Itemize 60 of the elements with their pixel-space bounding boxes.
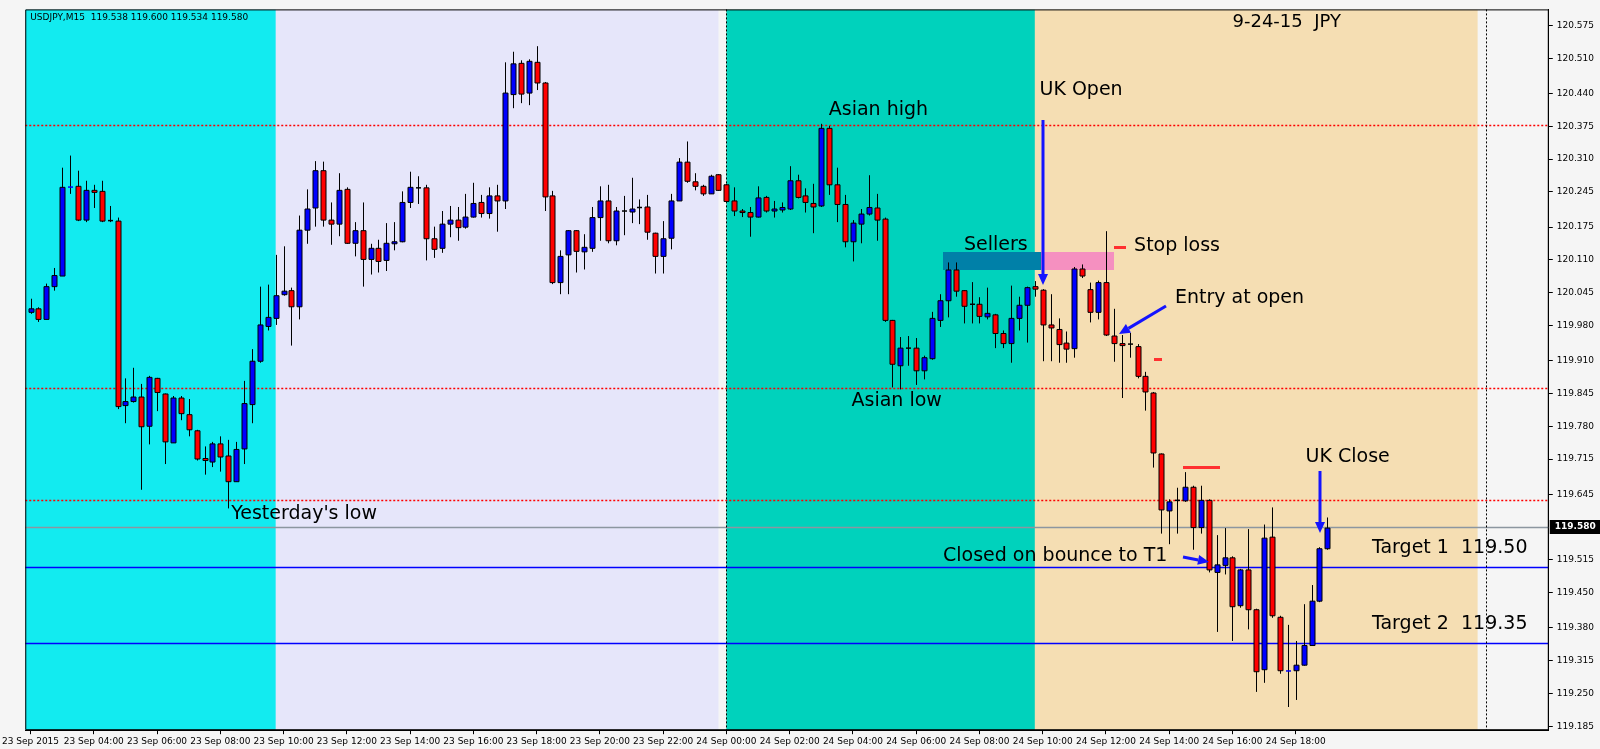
y-tick-label: 120.510 (1556, 52, 1595, 63)
y-tick-label: 120.440 (1556, 87, 1595, 98)
y-tick-label: 120.375 (1556, 120, 1594, 131)
annotation: Closed on bounce to T1 (943, 542, 1168, 565)
x-tick-label: 24 Sep 18:00 (1265, 735, 1327, 746)
y-tick-label: 119.780 (1556, 420, 1595, 431)
x-tick-label: 24 Sep 04:00 (822, 735, 884, 746)
y-tick-label: 120.575 (1556, 19, 1594, 30)
x-tick-label: 23 Sep 14:00 (380, 735, 441, 746)
x-tick-label: 24 Sep 02:00 (759, 735, 820, 746)
y-tick-label: 119.185 (1556, 720, 1594, 731)
x-tick-label: 23 Sep 06:00 (127, 735, 188, 746)
x-tick-label: 24 Sep 06:00 (886, 735, 947, 746)
y-tick-label: 119.380 (1556, 622, 1595, 633)
x-tick-label: 23 Sep 18:00 (506, 735, 567, 746)
y-tick-label: 119.250 (1556, 687, 1595, 698)
candlestick (621, 195, 628, 236)
y-tick-label: 119.715 (1556, 453, 1594, 464)
x-tick-label: 23 Sep 10:00 (253, 735, 314, 746)
annotation: Sellers (963, 232, 1028, 255)
ref-line-label: 119.580 (1554, 521, 1596, 532)
chart-title: 9-24-15 JPY (1232, 10, 1342, 32)
y-tick-label: 120.175 (1556, 221, 1594, 232)
annotation: Stop loss (1134, 233, 1221, 256)
y-tick-label: 119.515 (1556, 554, 1594, 565)
y-tick-label: 119.450 (1556, 586, 1595, 597)
x-tick-label: 24 Sep 08:00 (949, 735, 1010, 746)
annotation: Target 1 119.50 (1371, 535, 1528, 558)
annotation: Target 2 119.35 (1371, 611, 1528, 634)
y-tick-label: 119.645 (1556, 488, 1594, 499)
y-tick-label: 119.980 (1556, 319, 1595, 330)
annotation: Entry at open (1174, 285, 1305, 308)
y-tick-label: 119.315 (1556, 654, 1594, 665)
x-tick-label: 23 Sep 2015 (2, 735, 60, 746)
y-tick-label: 119.910 (1556, 355, 1595, 366)
x-tick-label: 23 Sep 12:00 (316, 735, 378, 746)
candlestick (415, 175, 422, 205)
x-tick-label: 24 Sep 16:00 (1202, 735, 1263, 746)
x-tick-label: 24 Sep 10:00 (1012, 735, 1074, 746)
x-tick-label: 24 Sep 14:00 (1139, 735, 1200, 746)
x-tick-label: 24 Sep 12:00 (1075, 735, 1137, 746)
y-tick-label: 120.045 (1556, 287, 1594, 298)
y-tick-label: 120.110 (1556, 254, 1595, 265)
y-tick-label: 120.310 (1556, 153, 1595, 164)
x-tick-label: 23 Sep 08:00 (190, 735, 251, 746)
x-tick-label: 24 Sep 00:00 (696, 735, 757, 746)
candlestick (905, 335, 912, 367)
annotation: Asian high (828, 97, 929, 120)
annotation: Asian low (851, 387, 942, 410)
chart-subtitle: USDJPY,M15 119.538 119.600 119.534 119.580 (30, 11, 249, 22)
x-tick-label: 23 Sep 16:00 (443, 735, 504, 746)
annotation: UK Open (1039, 77, 1123, 100)
y-tick-label: 119.845 (1556, 387, 1594, 398)
x-tick-label: 23 Sep 22:00 (633, 735, 694, 746)
candlestick (67, 155, 74, 195)
x-tick-label: 23 Sep 04:00 (63, 735, 125, 746)
annotation: UK Close (1305, 443, 1390, 466)
x-tick-label: 23 Sep 20:00 (569, 735, 631, 746)
y-tick-label: 120.245 (1556, 186, 1594, 197)
candlestick (1127, 332, 1134, 359)
